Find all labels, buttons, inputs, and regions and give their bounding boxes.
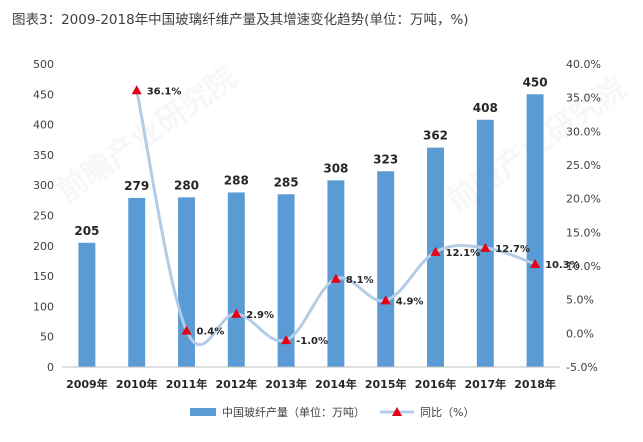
growth-rate-marker	[330, 273, 341, 283]
growth-rate-marker	[181, 325, 192, 335]
bar-value-label: 408	[473, 101, 498, 115]
legend-line-marker	[392, 407, 402, 416]
left-axis-tick-label: 500	[33, 58, 54, 71]
right-axis-tick-label: 35.0%	[566, 92, 601, 105]
x-axis-tick-label: 2016年	[415, 377, 457, 391]
right-axis-tick-label: 25.0%	[566, 159, 601, 172]
left-axis-tick-label: 100	[33, 300, 54, 313]
legend-line-label: 同比（%）	[420, 406, 474, 419]
left-axis-tick-label: 250	[33, 210, 54, 223]
bar	[377, 171, 395, 367]
right-axis-tick-label: 40.0%	[566, 58, 601, 71]
bar	[277, 194, 295, 367]
bar	[128, 197, 146, 367]
x-axis-tick-label: 2017年	[464, 377, 506, 391]
bar-value-label: 288	[224, 173, 249, 187]
growth-rate-label: 8.1%	[346, 275, 374, 286]
left-axis-tick-label: 200	[33, 240, 54, 253]
growth-rate-marker	[231, 308, 242, 318]
x-axis-tick-label: 2015年	[365, 377, 407, 391]
bar-value-label: 280	[174, 178, 199, 192]
growth-rate-marker	[380, 295, 391, 305]
bar	[227, 192, 245, 367]
right-axis-tick-label: 20.0%	[566, 193, 601, 206]
left-axis-tick-label: 350	[33, 149, 54, 162]
left-axis-tick-label: 300	[33, 179, 54, 192]
x-axis-tick-label: 2018年	[514, 377, 556, 391]
bar	[526, 94, 544, 368]
x-axis-tick-label: 2010年	[116, 377, 158, 391]
growth-rate-label: 12.1%	[446, 248, 481, 259]
growth-rate-label: 10.3%	[545, 260, 580, 271]
right-axis-tick-label: 0.0%	[566, 327, 594, 340]
bar	[78, 242, 96, 367]
growth-rate-marker	[131, 85, 142, 95]
chart-title: 图表3：2009-2018年中国玻璃纤维产量及其增速变化趋势(单位：万吨，%)	[12, 12, 469, 28]
left-axis-tick-label: 400	[33, 119, 54, 132]
right-axis-tick-label: -5.0%	[566, 361, 598, 374]
bar	[427, 147, 444, 367]
bar-value-label: 362	[423, 129, 448, 143]
x-axis-tick-label: 2013年	[265, 377, 307, 391]
bar-value-label: 285	[274, 175, 299, 189]
growth-rate-label: 36.1%	[147, 86, 182, 97]
bar-value-label: 205	[74, 224, 99, 238]
bar	[327, 180, 345, 367]
growth-rate-label: 2.9%	[246, 310, 274, 321]
growth-rate-marker	[430, 246, 441, 256]
left-axis-tick-label: 450	[33, 88, 54, 101]
bar-value-label: 279	[124, 179, 149, 193]
x-axis-tick-label: 2014年	[315, 377, 357, 391]
right-axis-tick-label: 5.0%	[566, 294, 594, 307]
growth-rate-marker	[480, 242, 491, 252]
left-axis-tick-label: 150	[33, 270, 54, 283]
growth-rate-label: 0.4%	[197, 327, 225, 338]
legend-bar-label: 中国玻纤产量（单位：万吨）	[222, 405, 365, 419]
bar-value-label: 450	[523, 75, 548, 89]
bar	[178, 197, 195, 367]
right-axis-tick-label: 30.0%	[566, 125, 601, 138]
right-axis-tick-label: 10.0%	[566, 260, 601, 273]
left-axis-tick-label: 0	[47, 361, 54, 374]
right-axis-tick-label: 15.0%	[566, 226, 601, 239]
growth-rate-label: -1.0%	[296, 336, 328, 347]
legend-bar-swatch	[190, 408, 216, 416]
growth-rate-label: 12.7%	[495, 244, 530, 255]
bar-value-label: 323	[373, 152, 398, 166]
x-axis-tick-label: 2011年	[166, 377, 208, 391]
growth-rate-line	[135, 89, 536, 347]
growth-rate-marker	[281, 335, 292, 345]
growth-rate-label: 4.9%	[396, 296, 424, 307]
bar-value-label: 308	[323, 161, 348, 175]
x-axis-tick-label: 2009年	[66, 377, 108, 391]
x-axis-tick-label: 2012年	[215, 377, 257, 391]
left-axis-tick-label: 50	[40, 331, 54, 344]
growth-rate-marker	[530, 258, 541, 268]
